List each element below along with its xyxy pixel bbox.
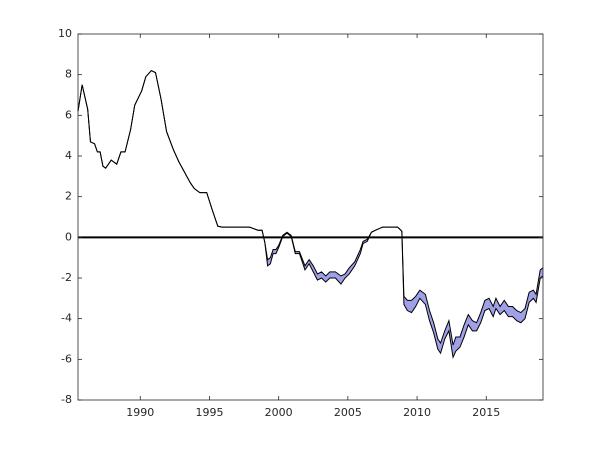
series-line <box>77 69 544 346</box>
x-tick-label: 2000 <box>265 406 293 419</box>
y-tick-label: -8 <box>61 393 72 406</box>
x-tick-label: 2015 <box>472 406 500 419</box>
y-tick-label: 2 <box>65 190 72 203</box>
x-tick-label: 1990 <box>126 406 154 419</box>
x-tick-label: 1995 <box>195 406 223 419</box>
y-tick-label: -2 <box>61 271 72 284</box>
y-tick-label: 6 <box>65 108 72 121</box>
y-tick-label: -6 <box>61 352 72 365</box>
y-tick-label: 0 <box>65 230 72 243</box>
y-tick-label: 10 <box>58 27 72 40</box>
series-line <box>77 69 544 360</box>
band-area <box>78 70 543 358</box>
x-tick-label: 2010 <box>403 406 431 419</box>
y-tick-label: 8 <box>65 68 72 81</box>
y-tick-label: -4 <box>61 312 72 325</box>
x-tick-label: 2005 <box>334 406 362 419</box>
axes-box <box>77 33 544 401</box>
y-tick-label: 4 <box>65 149 72 162</box>
